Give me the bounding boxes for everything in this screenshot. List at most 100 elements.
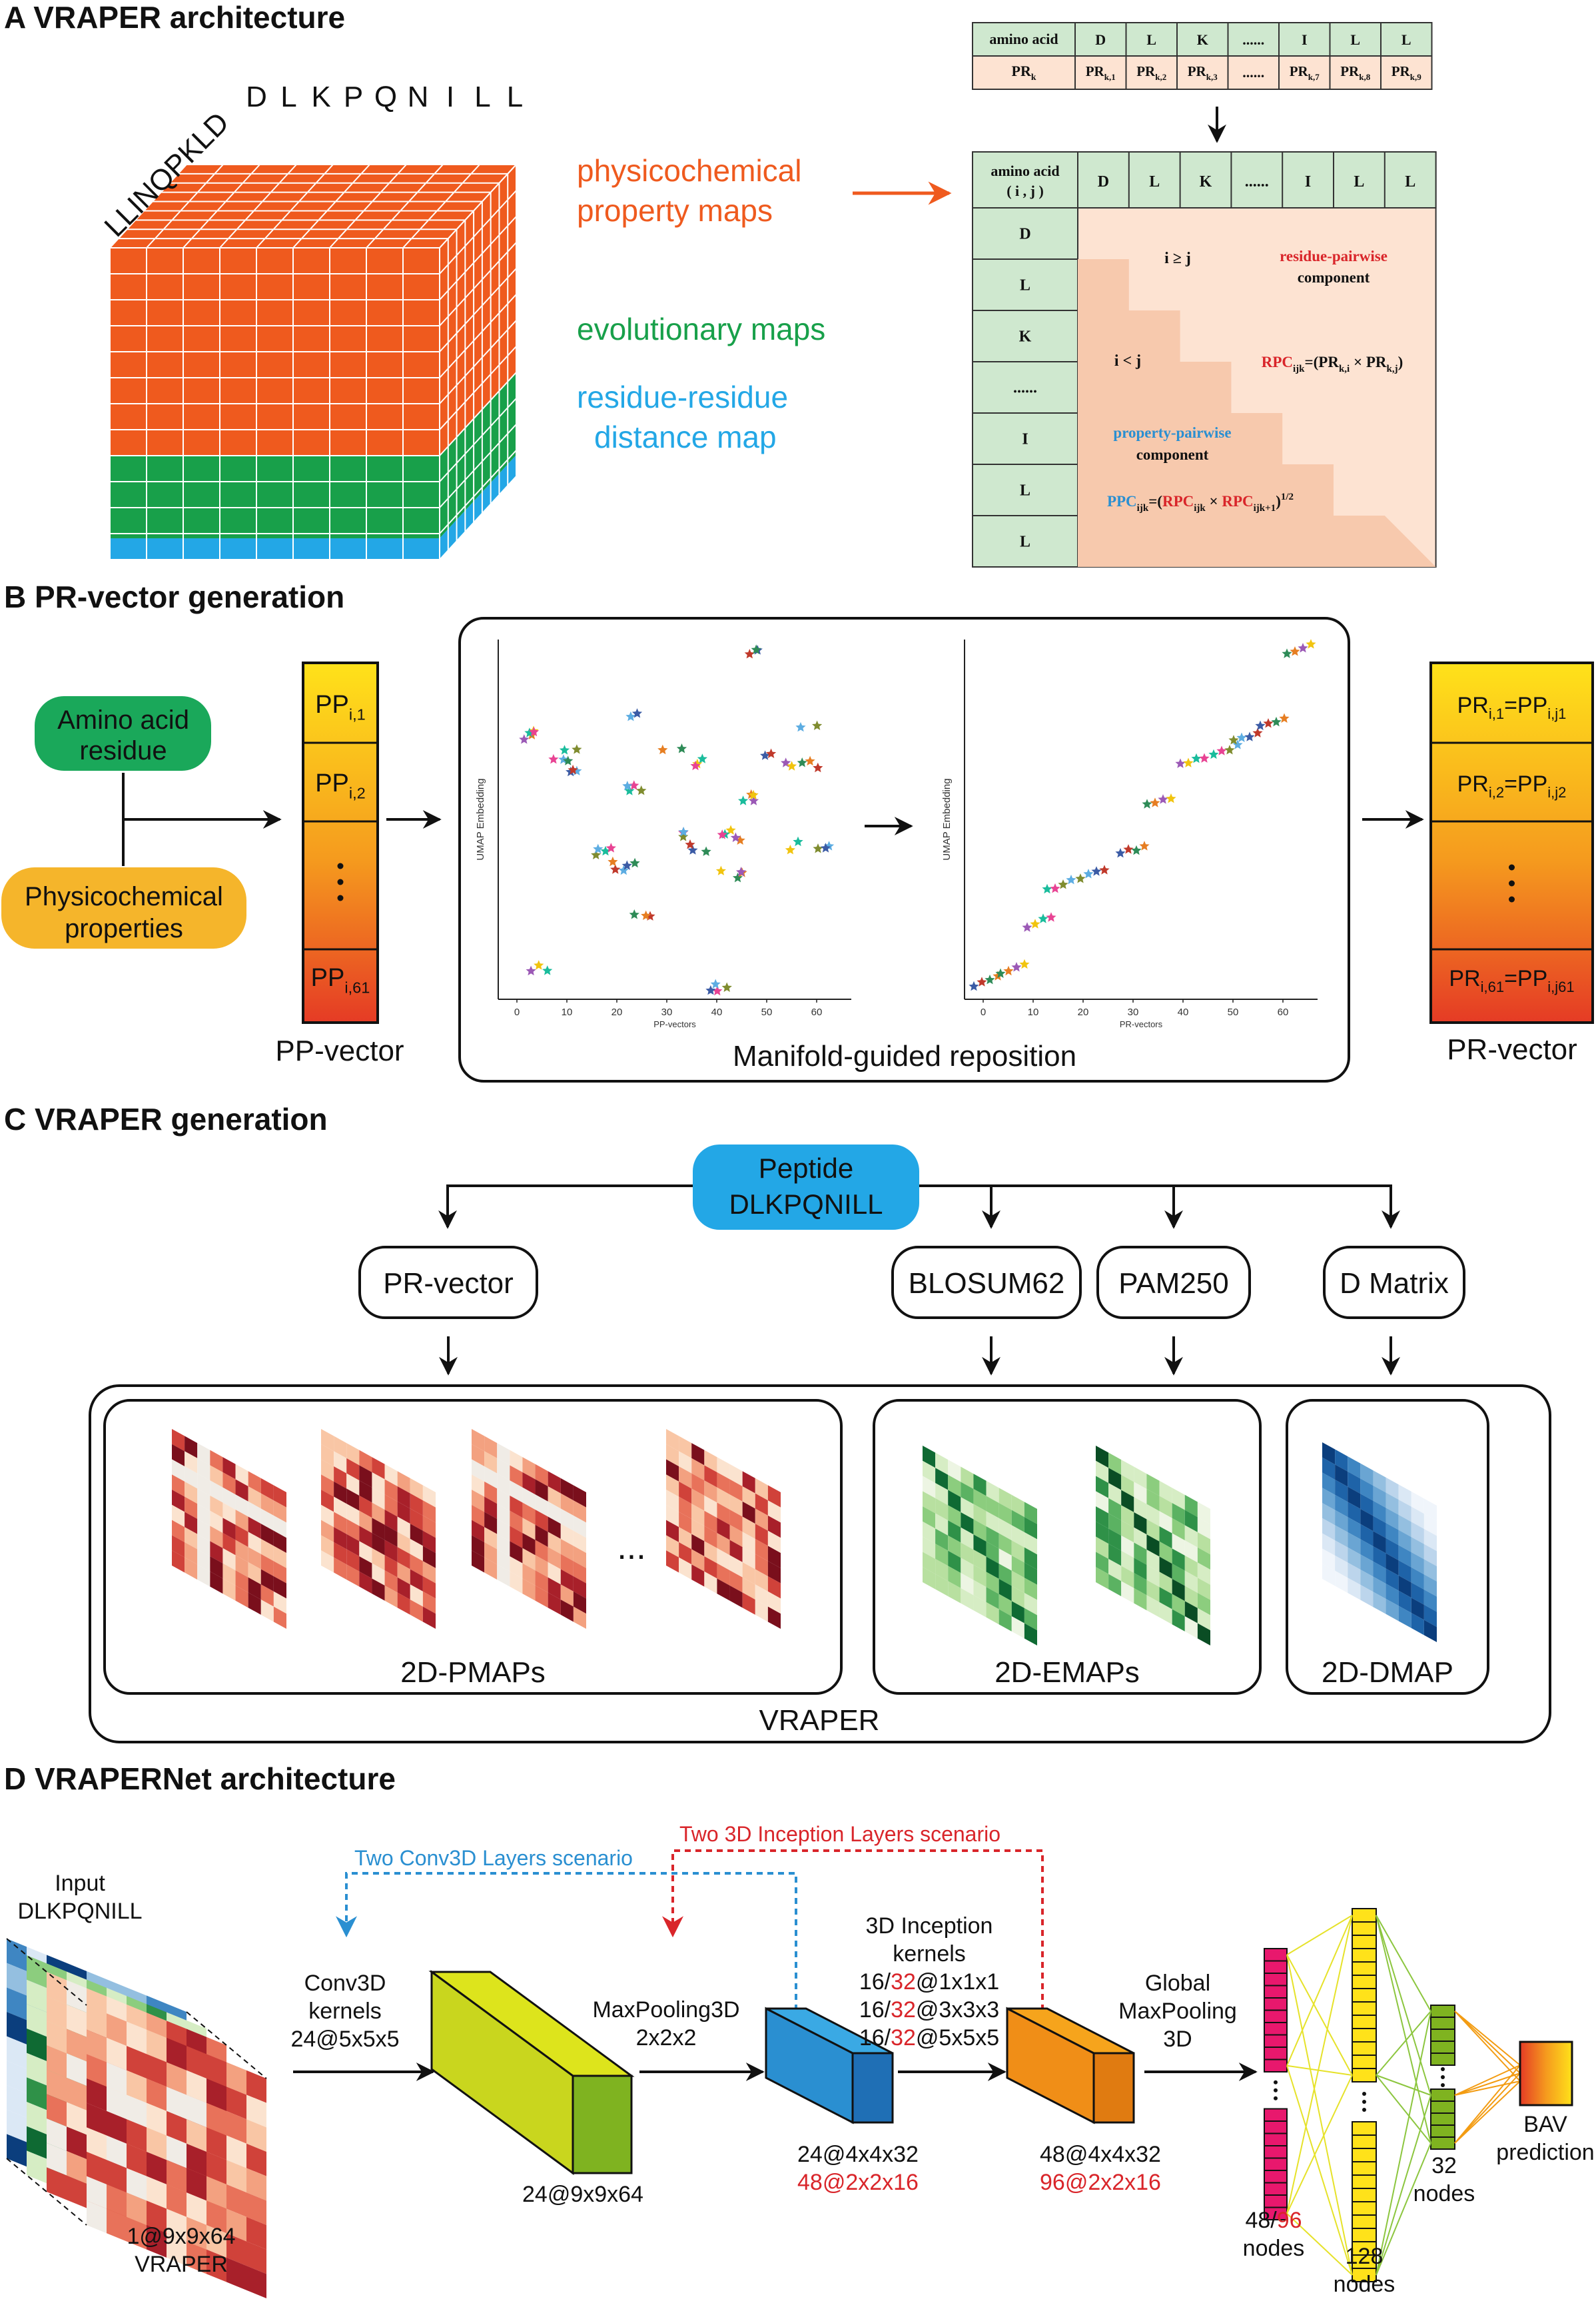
pmap-3-cell bbox=[666, 1535, 679, 1558]
pr-point bbox=[1115, 847, 1126, 858]
emap-0-cell bbox=[961, 1573, 974, 1596]
top-residue-4: Q bbox=[374, 81, 397, 113]
pmap-0-cell bbox=[210, 1526, 223, 1548]
pmap-1-cell bbox=[321, 1520, 334, 1542]
input-layer-red2-cell bbox=[206, 2225, 226, 2258]
input-layer-blue-cell bbox=[7, 2109, 27, 2142]
network-blocks bbox=[428, 1970, 1135, 2175]
emap-1-cell bbox=[1172, 1548, 1185, 1571]
pmap-2-cell bbox=[522, 1518, 536, 1540]
pmap-1-cell bbox=[372, 1472, 385, 1495]
small-table-pr-5: PRk,8 bbox=[1340, 63, 1370, 82]
dmap-cell bbox=[1348, 1486, 1361, 1509]
big-table-lower-triangle bbox=[1078, 259, 1436, 567]
pmap-0-cell bbox=[273, 1576, 286, 1599]
emap-1-cell bbox=[1108, 1574, 1122, 1597]
pr-point bbox=[1232, 739, 1243, 749]
input-layer-red2-cell bbox=[226, 2233, 246, 2266]
pp-point bbox=[712, 985, 723, 996]
emap-0-cell bbox=[961, 1482, 974, 1504]
pmap-2-cell bbox=[573, 1606, 586, 1629]
pr-point bbox=[1252, 727, 1263, 737]
pp-point bbox=[610, 864, 621, 874]
incep-out1: 48@4x4x32 bbox=[1040, 2142, 1161, 2167]
emap-1-cell bbox=[1146, 1474, 1160, 1496]
plot-xtick-label: 10 bbox=[562, 1007, 573, 1018]
pmap-0-cell bbox=[197, 1564, 210, 1587]
pmap-3-cell bbox=[742, 1486, 755, 1509]
emap-1-cell bbox=[1096, 1460, 1109, 1484]
emap-0-cell bbox=[998, 1579, 1012, 1602]
emap-0-cell bbox=[1024, 1517, 1037, 1540]
dmap-cell bbox=[1348, 1471, 1361, 1494]
pmap-2-cell bbox=[510, 1571, 523, 1594]
dmap-cell bbox=[1360, 1524, 1374, 1547]
cube-grid-sideh bbox=[439, 294, 517, 378]
plot-xlabel: PR-vectors bbox=[1120, 1019, 1163, 1029]
emap-1-cell bbox=[1184, 1570, 1198, 1594]
pr-point bbox=[1224, 745, 1235, 755]
pairwise-big-table: amino acid ( i , j ) D L K...... I L L D L K......… bbox=[972, 151, 1437, 568]
emap-0-cell bbox=[998, 1564, 1012, 1586]
input-layer-red2-cell bbox=[147, 2127, 167, 2160]
cube-grid-sideh bbox=[439, 320, 517, 404]
pp-point bbox=[600, 845, 611, 856]
emap-0-cell bbox=[1011, 1540, 1024, 1563]
pmap-0-cell bbox=[273, 1546, 286, 1568]
plot-xtick-label: 50 bbox=[1228, 1007, 1239, 1018]
emap-1-cell bbox=[1184, 1601, 1198, 1623]
pp-point bbox=[624, 785, 635, 795]
emap-1-cell bbox=[1096, 1552, 1109, 1574]
pmap-2-cell bbox=[497, 1443, 510, 1466]
input-layer-red2-cell bbox=[127, 2168, 147, 2201]
pmap-1-cell bbox=[321, 1490, 334, 1512]
pmap-1-cell bbox=[334, 1436, 347, 1458]
input-layer-red2-cell bbox=[167, 2135, 187, 2168]
pmap-3-cell bbox=[691, 1443, 705, 1466]
conn-2 bbox=[1376, 1915, 1431, 2144]
dmatrix-box bbox=[1323, 1246, 1465, 1319]
dmap-cell bbox=[1360, 1570, 1374, 1592]
dense-128-cell bbox=[1352, 1948, 1377, 1963]
pmap-2-cell bbox=[472, 1490, 485, 1512]
pr-point bbox=[1019, 959, 1030, 969]
input-layer-blue-cell bbox=[7, 1963, 27, 1996]
pmap-1-cell bbox=[321, 1504, 334, 1528]
pam-box bbox=[1096, 1246, 1251, 1319]
bav-output bbox=[1519, 2041, 1573, 2106]
input-layer-red1-cell bbox=[47, 2069, 67, 2102]
pmap-0-cell bbox=[185, 1466, 198, 1489]
emap-1-cell bbox=[1197, 1547, 1210, 1570]
pmap-1-cell bbox=[359, 1571, 372, 1594]
cube-front-layer bbox=[110, 538, 440, 560]
conn-2 bbox=[1376, 2011, 1431, 2076]
pp-point bbox=[559, 745, 570, 755]
dmatrix-label: D Matrix bbox=[1340, 1267, 1449, 1300]
legend-physico-line2: property maps bbox=[577, 193, 773, 228]
cube-grid-topdiag bbox=[146, 164, 224, 248]
emap-0-cell bbox=[935, 1528, 949, 1551]
input-layer-red2-cell bbox=[147, 2078, 167, 2111]
emap-1-cell bbox=[1096, 1536, 1109, 1559]
pr-point bbox=[1191, 753, 1202, 763]
emap-1-cell bbox=[1172, 1579, 1185, 1602]
pmap-2-cell bbox=[548, 1562, 561, 1585]
pool-line2: 2x2x2 bbox=[636, 2025, 697, 2051]
pmap-2-cell bbox=[510, 1496, 523, 1518]
pmap-3-cell bbox=[679, 1466, 692, 1489]
pmap-3-cell bbox=[767, 1591, 781, 1614]
pp-point bbox=[568, 764, 578, 775]
dense-48-cell bbox=[1264, 2120, 1288, 2134]
input-layer-red1-cell bbox=[67, 2175, 87, 2208]
input-layer-red2-cell bbox=[226, 2160, 246, 2193]
dense-32-cell bbox=[1430, 2053, 1455, 2066]
pp-point bbox=[730, 832, 741, 842]
emaps-box bbox=[873, 1399, 1262, 1695]
incep-scenario-arrow bbox=[662, 1849, 1044, 2032]
emap-0-cell bbox=[1011, 1570, 1024, 1594]
pmap-0-cell bbox=[273, 1591, 286, 1614]
pmap-1-cell bbox=[397, 1486, 410, 1509]
dense-128-cell bbox=[1352, 2188, 1377, 2202]
input-layer-green-cell bbox=[27, 2077, 47, 2110]
